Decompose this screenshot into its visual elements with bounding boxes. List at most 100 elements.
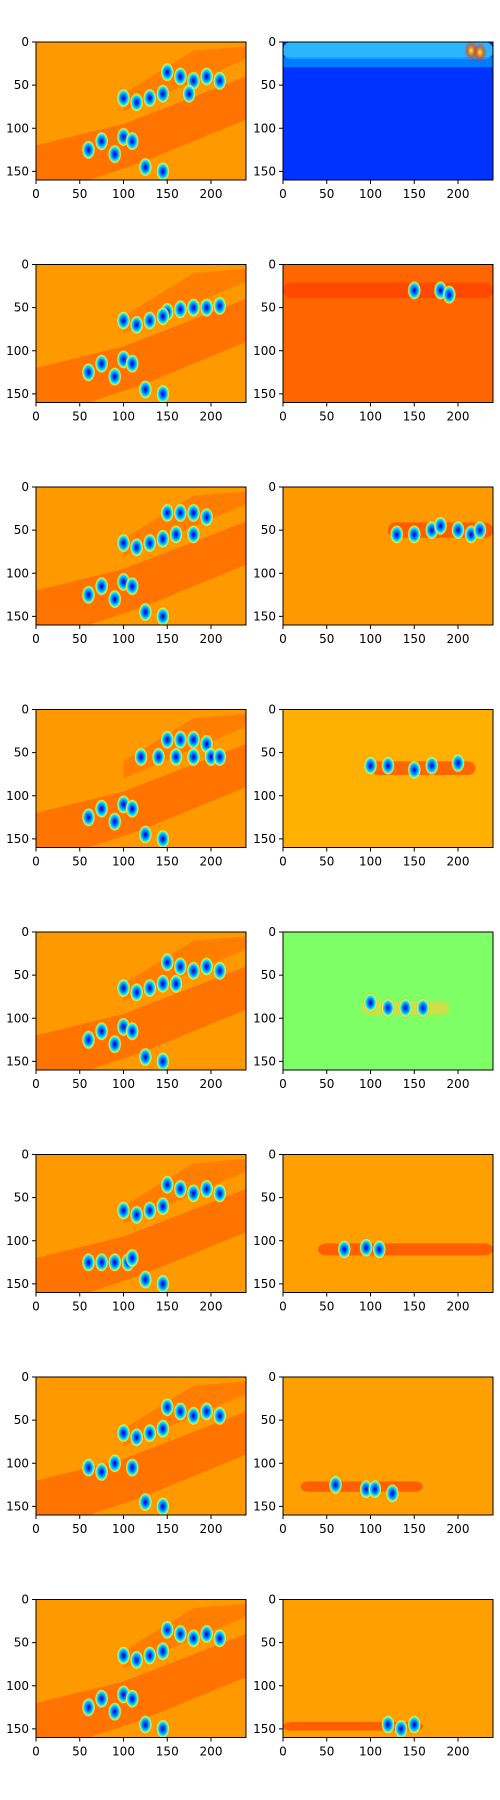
x-tick-label: 200	[200, 1300, 223, 1314]
heatmap-background	[36, 932, 246, 1070]
activation-blob	[186, 502, 201, 523]
x-tick-label: 200	[200, 855, 223, 869]
y-tick-label: 0	[21, 1370, 29, 1384]
activation-blob	[142, 533, 157, 554]
heatmap-panel-right-3: 0 50 100 150 200 0 50 100 150	[253, 480, 494, 646]
x-tick-label: 100	[359, 410, 382, 424]
activation-blob	[186, 960, 201, 981]
activation-blob	[81, 1457, 96, 1478]
activation-blob	[173, 729, 188, 750]
y-tick-label: 0	[21, 258, 29, 272]
activation-blob	[142, 88, 157, 109]
y-tick-label: 150	[6, 609, 29, 623]
y-tick-label: 0	[268, 703, 276, 717]
activation-blob	[381, 1714, 395, 1735]
y-tick-label: 150	[253, 1277, 276, 1291]
y-tick-label: 50	[14, 746, 29, 760]
activation-blob	[107, 589, 122, 610]
x-tick-label: 0	[32, 632, 40, 646]
x-tick-label: 200	[200, 1522, 223, 1536]
heatmap-background	[283, 709, 493, 848]
activation-blob	[129, 982, 144, 1003]
activation-blob	[407, 1714, 422, 1735]
activation-blob	[107, 1252, 122, 1273]
activation-blob	[442, 284, 457, 305]
activation-band	[36, 1411, 246, 1515]
x-tick-label: 150	[156, 187, 179, 201]
activation-blob	[129, 537, 144, 558]
x-tick-label: 150	[156, 855, 179, 869]
x-tick-label: 0	[279, 632, 287, 646]
activation-band	[283, 42, 493, 60]
x-tick-label: 0	[32, 1745, 40, 1759]
activation-blob	[407, 759, 422, 780]
activation-blob	[138, 1492, 153, 1513]
activation-blob	[81, 139, 96, 160]
y-tick-label: 0	[268, 258, 276, 272]
x-tick-label: 50	[72, 1300, 87, 1314]
activation-blob	[173, 956, 188, 977]
activation-blob	[155, 1051, 170, 1070]
y-tick-label: 50	[261, 301, 276, 315]
activation-blob	[451, 520, 465, 541]
activation-blob	[160, 1619, 175, 1640]
activation-blob	[160, 729, 175, 750]
x-tick-label: 100	[359, 1300, 382, 1314]
y-tick-label: 0	[268, 35, 276, 49]
y-tick-label: 100	[6, 1679, 29, 1693]
heatmap-panel-right-8: 0 50 100 150 200 0 50 100 150	[253, 1593, 494, 1759]
x-tick-label: 150	[403, 187, 426, 201]
x-tick-label: 100	[359, 187, 382, 201]
x-tick-label: 100	[112, 1745, 135, 1759]
x-tick-label: 150	[403, 1522, 426, 1536]
x-tick-label: 0	[279, 1522, 287, 1536]
activation-blob	[125, 1457, 140, 1478]
activation-blob	[199, 1401, 214, 1422]
y-tick-label: 0	[21, 925, 29, 939]
axes-frame	[35, 931, 247, 1071]
activation-blob	[138, 157, 153, 178]
activation-blob	[212, 746, 227, 767]
activation-blob	[94, 1688, 109, 1709]
activation-blob	[138, 602, 153, 623]
heatmap-background	[36, 1599, 246, 1738]
x-tick-label: 50	[72, 632, 87, 646]
activation-blob	[142, 978, 157, 999]
axes-frame	[282, 709, 494, 848]
activation-blob	[160, 502, 175, 523]
activation-blob	[129, 1649, 144, 1670]
activation-blob	[155, 1273, 170, 1293]
activation-blob	[173, 299, 188, 320]
activation-blob	[186, 297, 201, 318]
x-tick-label: 150	[156, 1745, 179, 1759]
activation-blob	[385, 1483, 400, 1504]
activation-blob	[155, 1641, 170, 1662]
x-tick-label: 0	[32, 1522, 40, 1536]
y-tick-label: 150	[253, 1499, 276, 1513]
activation-blob	[155, 1418, 170, 1439]
activation-blob	[472, 520, 487, 541]
activation-blob	[160, 62, 175, 83]
x-tick-label: 200	[200, 187, 223, 201]
activation-blob	[186, 1183, 201, 1204]
x-tick-label: 200	[447, 855, 470, 869]
axes-frame	[35, 709, 247, 848]
heatmap-background	[36, 1377, 246, 1515]
x-tick-label: 100	[112, 1077, 135, 1091]
heatmap-panel-right-7: 0 50 100 150 200 0 50 100 150	[253, 1370, 494, 1536]
y-tick-label: 100	[6, 1456, 29, 1470]
x-tick-label: 200	[447, 1300, 470, 1314]
x-tick-label: 200	[200, 1077, 223, 1091]
y-tick-label: 150	[253, 1722, 276, 1736]
activation-blob	[186, 1405, 201, 1426]
heatmap-background	[283, 487, 493, 625]
axes-frame	[282, 264, 494, 403]
activation-blob	[199, 66, 214, 87]
activation-blob	[173, 502, 188, 523]
axes-frame	[282, 41, 494, 181]
activation-blob	[155, 1196, 170, 1217]
x-tick-label: 50	[72, 410, 87, 424]
y-tick-label: 150	[6, 1722, 29, 1736]
x-tick-label: 0	[279, 187, 287, 201]
